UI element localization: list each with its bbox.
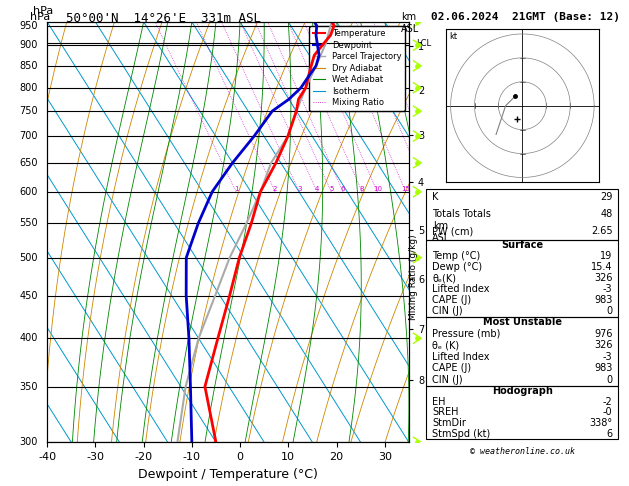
Text: 10: 10 xyxy=(373,186,382,192)
Text: 15: 15 xyxy=(401,186,410,192)
Text: 2.65: 2.65 xyxy=(591,226,613,236)
Text: 850: 850 xyxy=(19,61,38,71)
Text: 950: 950 xyxy=(19,20,38,31)
Text: 4: 4 xyxy=(315,186,320,192)
Text: 29: 29 xyxy=(600,192,613,202)
Text: 400: 400 xyxy=(19,333,38,343)
Text: Lifted Index: Lifted Index xyxy=(432,284,490,294)
Text: 750: 750 xyxy=(19,106,38,116)
X-axis label: Dewpoint / Temperature (°C): Dewpoint / Temperature (°C) xyxy=(138,468,318,481)
Text: 338°: 338° xyxy=(589,418,613,428)
Text: 50°00'N  14°26'E  331m ASL: 50°00'N 14°26'E 331m ASL xyxy=(66,12,261,25)
Text: Mixing Ratio (g/kg): Mixing Ratio (g/kg) xyxy=(409,234,418,320)
Text: StmDir: StmDir xyxy=(432,418,466,428)
Bar xyxy=(426,317,618,385)
Text: PW (cm): PW (cm) xyxy=(432,226,474,236)
Text: 3: 3 xyxy=(297,186,301,192)
Text: © weatheronline.co.uk: © weatheronline.co.uk xyxy=(470,447,575,456)
Text: 6: 6 xyxy=(341,186,345,192)
Text: Dewp (°C): Dewp (°C) xyxy=(432,262,482,272)
Text: 8: 8 xyxy=(360,186,364,192)
Text: 700: 700 xyxy=(19,131,38,141)
Text: EH: EH xyxy=(432,397,446,407)
Text: Hodograph: Hodograph xyxy=(492,386,553,396)
Text: -3: -3 xyxy=(603,284,613,294)
Text: 600: 600 xyxy=(19,187,38,197)
Text: 6: 6 xyxy=(606,429,613,439)
Text: SREH: SREH xyxy=(432,407,459,417)
Legend: Temperature, Dewpoint, Parcel Trajectory, Dry Adiabat, Wet Adiabat, Isotherm, Mi: Temperature, Dewpoint, Parcel Trajectory… xyxy=(309,26,404,111)
Text: θₑ(K): θₑ(K) xyxy=(432,273,456,283)
Text: Lifted Index: Lifted Index xyxy=(432,352,490,362)
Text: 650: 650 xyxy=(19,158,38,168)
Text: 976: 976 xyxy=(594,329,613,339)
Text: kt: kt xyxy=(449,32,457,41)
Text: 450: 450 xyxy=(19,291,38,301)
Text: 48: 48 xyxy=(600,209,613,219)
Text: 900: 900 xyxy=(19,40,38,50)
Text: -3: -3 xyxy=(603,352,613,362)
Text: 2: 2 xyxy=(273,186,277,192)
Text: 02.06.2024  21GMT (Base: 12): 02.06.2024 21GMT (Base: 12) xyxy=(431,12,620,22)
Text: CIN (J): CIN (J) xyxy=(432,306,463,316)
Text: 25: 25 xyxy=(438,186,447,192)
Text: 550: 550 xyxy=(19,218,38,228)
Text: 326: 326 xyxy=(594,273,613,283)
Text: Totals Totals: Totals Totals xyxy=(432,209,491,219)
Text: CIN (J): CIN (J) xyxy=(432,375,463,385)
Text: 20: 20 xyxy=(422,186,431,192)
Y-axis label: km
ASL: km ASL xyxy=(431,221,450,243)
Text: -0: -0 xyxy=(603,407,613,417)
Text: 1: 1 xyxy=(234,186,238,192)
Text: -2: -2 xyxy=(603,397,613,407)
Text: StmSpd (kt): StmSpd (kt) xyxy=(432,429,491,439)
Text: 500: 500 xyxy=(19,253,38,262)
Text: θₑ (K): θₑ (K) xyxy=(432,340,459,350)
Text: 0: 0 xyxy=(606,375,613,385)
Text: 19: 19 xyxy=(600,251,613,261)
Text: Temp (°C): Temp (°C) xyxy=(432,251,481,261)
Text: K: K xyxy=(432,192,438,202)
Text: 5: 5 xyxy=(329,186,333,192)
Text: 0: 0 xyxy=(606,306,613,316)
Bar xyxy=(426,189,618,240)
Text: hPa: hPa xyxy=(33,5,53,16)
Text: Surface: Surface xyxy=(501,240,543,250)
Text: 15.4: 15.4 xyxy=(591,262,613,272)
Text: CAPE (J): CAPE (J) xyxy=(432,295,471,305)
Text: 300: 300 xyxy=(19,437,38,447)
Text: CAPE (J): CAPE (J) xyxy=(432,364,471,373)
Text: hPa: hPa xyxy=(30,12,50,22)
Text: Pressure (mb): Pressure (mb) xyxy=(432,329,501,339)
Text: 326: 326 xyxy=(594,340,613,350)
Text: 983: 983 xyxy=(594,295,613,305)
Text: 800: 800 xyxy=(19,83,38,93)
Text: LCL: LCL xyxy=(416,39,431,48)
Text: 350: 350 xyxy=(19,382,38,392)
Text: km
ASL: km ASL xyxy=(401,12,420,34)
Text: Most Unstable: Most Unstable xyxy=(483,317,562,328)
Text: 983: 983 xyxy=(594,364,613,373)
Bar xyxy=(426,385,618,439)
Bar xyxy=(426,240,618,317)
